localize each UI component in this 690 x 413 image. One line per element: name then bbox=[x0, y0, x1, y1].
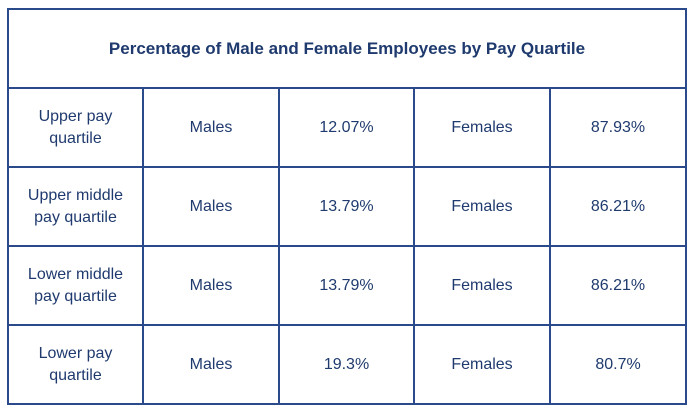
table-title-row: Percentage of Male and Female Employees … bbox=[6, 8, 688, 89]
quartile-label: Lower pay quartile bbox=[7, 324, 144, 405]
table-row: Lower middle pay quartile Males 13.79% F… bbox=[7, 245, 688, 326]
table-row: Upper pay quartile Males 12.07% Females … bbox=[7, 87, 688, 168]
male-label: Males bbox=[142, 166, 280, 247]
female-label: Females bbox=[413, 166, 551, 247]
male-percentage: 13.79% bbox=[278, 166, 415, 247]
male-percentage: 19.3% bbox=[278, 324, 415, 405]
female-percentage: 86.21% bbox=[548, 166, 688, 247]
female-label: Females bbox=[413, 324, 551, 405]
female-percentage: 80.7% bbox=[548, 324, 688, 405]
male-percentage: 12.07% bbox=[278, 87, 415, 168]
pay-quartile-table: Percentage of Male and Female Employees … bbox=[6, 8, 688, 405]
quartile-label: Upper pay quartile bbox=[7, 87, 144, 168]
female-label: Females bbox=[413, 87, 551, 168]
table-title: Percentage of Male and Female Employees … bbox=[6, 8, 688, 89]
table-row: Lower pay quartile Males 19.3% Females 8… bbox=[7, 324, 688, 405]
male-label: Males bbox=[142, 87, 280, 168]
female-percentage: 86.21% bbox=[548, 245, 688, 326]
male-label: Males bbox=[142, 245, 280, 326]
male-label: Males bbox=[142, 324, 280, 405]
female-percentage: 87.93% bbox=[548, 87, 688, 168]
male-percentage: 13.79% bbox=[278, 245, 415, 326]
female-label: Females bbox=[413, 245, 551, 326]
quartile-label: Lower middle pay quartile bbox=[7, 245, 144, 326]
quartile-label: Upper middle pay quartile bbox=[7, 166, 144, 247]
table-row: Upper middle pay quartile Males 13.79% F… bbox=[7, 166, 688, 247]
